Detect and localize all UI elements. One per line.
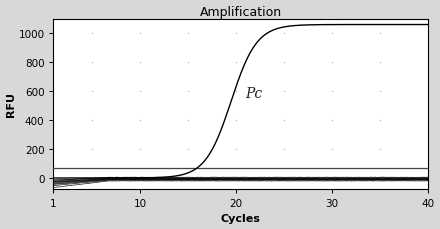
Y-axis label: RFU: RFU xyxy=(6,92,15,117)
Title: Amplification: Amplification xyxy=(200,5,282,19)
X-axis label: Cycles: Cycles xyxy=(221,213,260,224)
Text: Pc: Pc xyxy=(246,87,263,101)
